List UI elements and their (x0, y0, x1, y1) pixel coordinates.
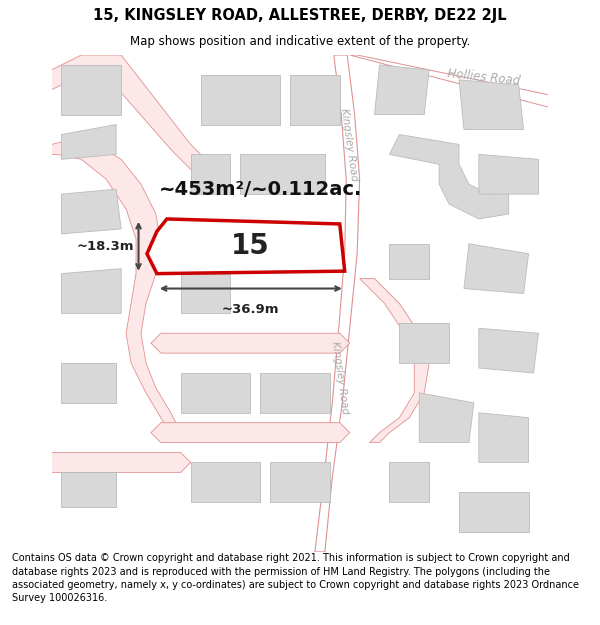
Polygon shape (52, 55, 226, 184)
Polygon shape (400, 323, 449, 363)
Polygon shape (290, 75, 340, 124)
Polygon shape (479, 328, 539, 373)
Text: ~36.9m: ~36.9m (222, 303, 280, 316)
Polygon shape (389, 244, 429, 279)
Text: ~453m²/~0.112ac.: ~453m²/~0.112ac. (158, 179, 362, 199)
Polygon shape (374, 65, 429, 114)
Text: Hollies Road: Hollies Road (447, 67, 521, 88)
Text: 15: 15 (231, 232, 269, 260)
Polygon shape (389, 134, 509, 219)
Polygon shape (315, 55, 359, 552)
Polygon shape (359, 279, 429, 442)
Polygon shape (241, 154, 325, 194)
Polygon shape (52, 139, 181, 442)
Text: Kingsley Road: Kingsley Road (338, 107, 359, 181)
Polygon shape (464, 244, 529, 294)
Polygon shape (479, 412, 529, 462)
Polygon shape (270, 462, 330, 503)
Polygon shape (459, 492, 529, 532)
Polygon shape (147, 219, 345, 274)
Polygon shape (61, 269, 121, 313)
Polygon shape (191, 154, 230, 194)
Polygon shape (181, 274, 230, 313)
Polygon shape (52, 452, 191, 472)
Polygon shape (479, 154, 539, 194)
Polygon shape (61, 124, 116, 159)
Text: 15, KINGSLEY ROAD, ALLESTREE, DERBY, DE22 2JL: 15, KINGSLEY ROAD, ALLESTREE, DERBY, DE2… (93, 8, 507, 23)
Text: Contains OS data © Crown copyright and database right 2021. This information is : Contains OS data © Crown copyright and d… (12, 553, 579, 603)
Polygon shape (151, 422, 350, 442)
Polygon shape (459, 80, 524, 129)
Polygon shape (350, 55, 548, 107)
Polygon shape (419, 393, 474, 442)
Polygon shape (61, 472, 116, 507)
Text: Kingsley Road: Kingsley Road (329, 341, 350, 415)
Polygon shape (200, 75, 280, 124)
Polygon shape (151, 333, 350, 353)
Text: Map shows position and indicative extent of the property.: Map shows position and indicative extent… (130, 35, 470, 48)
Text: ~18.3m: ~18.3m (77, 240, 134, 252)
Polygon shape (389, 462, 429, 503)
Polygon shape (260, 373, 330, 413)
Polygon shape (191, 462, 260, 503)
Polygon shape (61, 65, 121, 114)
Polygon shape (61, 189, 121, 234)
Polygon shape (181, 373, 250, 413)
Polygon shape (61, 363, 116, 403)
